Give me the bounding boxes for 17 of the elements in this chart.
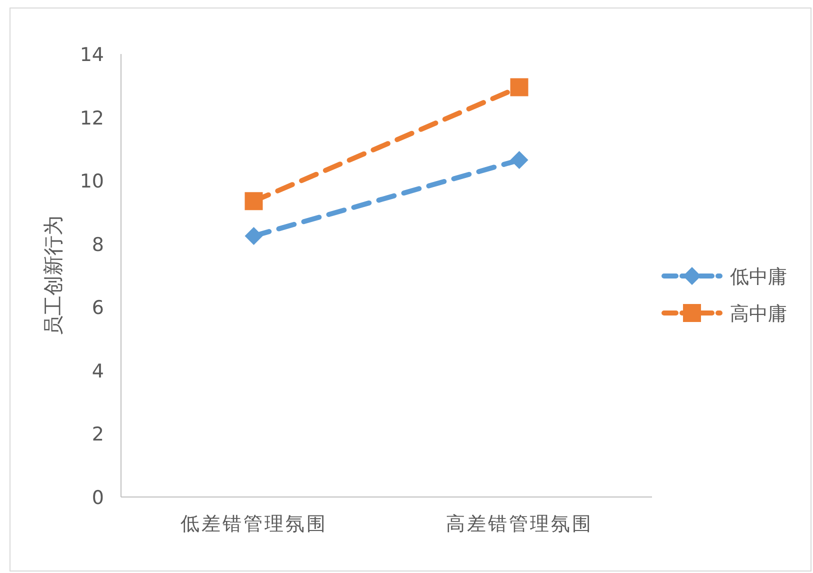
legend-label: 高中庸 [730, 303, 787, 325]
y-axis-title: 员工创新行为 [41, 216, 65, 336]
y-tick-label: 6 [92, 297, 104, 320]
point [510, 78, 528, 96]
y-tick-label: 14 [80, 44, 104, 66]
legend-label: 低中庸 [730, 266, 787, 288]
y-tick-label: 10 [80, 170, 104, 193]
y-tick-label: 4 [92, 360, 104, 382]
x-tick-label: 高差错管理氛围 [446, 513, 593, 535]
y-tick-label: 2 [92, 424, 104, 446]
x-tick-label: 低差错管理氛围 [180, 513, 328, 535]
point [244, 192, 263, 210]
point [510, 151, 528, 170]
point [244, 226, 263, 245]
y-tick-label: 12 [80, 107, 104, 130]
y-tick-label: 8 [92, 234, 104, 256]
y-tick-label: 0 [92, 487, 104, 509]
